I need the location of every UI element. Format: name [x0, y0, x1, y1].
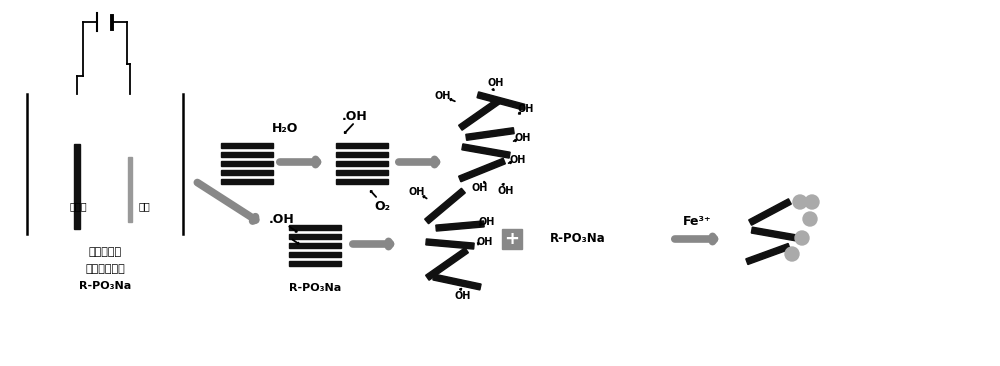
Polygon shape [459, 98, 501, 130]
Bar [221, 169, 273, 175]
Polygon shape [459, 158, 505, 182]
Polygon shape [466, 128, 514, 140]
Text: OH: OH [477, 237, 493, 247]
Bar [221, 179, 273, 184]
Text: .OH: .OH [342, 109, 368, 123]
Text: 二乙烯三胺: 二乙烯三胺 [88, 247, 122, 257]
Text: R-PO₃Na: R-PO₃Na [79, 281, 131, 291]
Text: OH: OH [435, 91, 451, 101]
Text: +: + [505, 230, 520, 248]
Polygon shape [426, 248, 468, 280]
Text: R-PO₃Na: R-PO₃Na [550, 232, 606, 246]
Bar [336, 169, 388, 175]
Text: 石墨纸: 石墨纸 [69, 201, 87, 211]
Polygon shape [425, 188, 465, 224]
Bar [128, 157, 132, 222]
Circle shape [795, 231, 809, 245]
Bar [221, 152, 273, 157]
Text: Fe³⁺: Fe³⁺ [683, 214, 711, 228]
Polygon shape [477, 92, 525, 110]
Text: OH: OH [455, 291, 471, 301]
Bar [289, 243, 341, 248]
Polygon shape [749, 199, 791, 225]
Bar [336, 179, 388, 184]
Polygon shape [751, 227, 797, 241]
Text: OH: OH [488, 78, 504, 88]
Bar [336, 161, 388, 166]
Circle shape [793, 195, 807, 209]
Text: OH: OH [518, 104, 534, 114]
Text: OH: OH [515, 133, 531, 143]
Circle shape [805, 195, 819, 209]
Bar [289, 234, 341, 239]
Text: OH: OH [409, 187, 425, 197]
Text: 铜棒: 铜棒 [138, 201, 150, 211]
Text: .OH: .OH [269, 213, 295, 225]
Polygon shape [436, 221, 484, 231]
Text: 五甲叉膝酸钔: 五甲叉膝酸钔 [85, 264, 125, 274]
Text: O₂: O₂ [374, 199, 390, 213]
Bar [289, 261, 341, 266]
Circle shape [785, 247, 799, 261]
Text: OH: OH [472, 183, 488, 193]
Polygon shape [426, 239, 474, 249]
Bar [336, 152, 388, 157]
Polygon shape [462, 144, 510, 158]
Text: R-PO₃Na: R-PO₃Na [289, 283, 341, 293]
Bar [289, 224, 341, 230]
Polygon shape [433, 274, 481, 290]
Bar [221, 161, 273, 166]
Bar [74, 144, 80, 229]
Bar [289, 251, 341, 257]
Text: OH: OH [510, 155, 526, 165]
FancyBboxPatch shape [502, 229, 522, 249]
Polygon shape [746, 243, 790, 265]
Bar [336, 142, 388, 148]
Text: OH: OH [498, 186, 514, 196]
Circle shape [803, 212, 817, 226]
Text: H₂O: H₂O [272, 122, 298, 134]
Text: OH: OH [479, 217, 495, 227]
Bar [221, 142, 273, 148]
